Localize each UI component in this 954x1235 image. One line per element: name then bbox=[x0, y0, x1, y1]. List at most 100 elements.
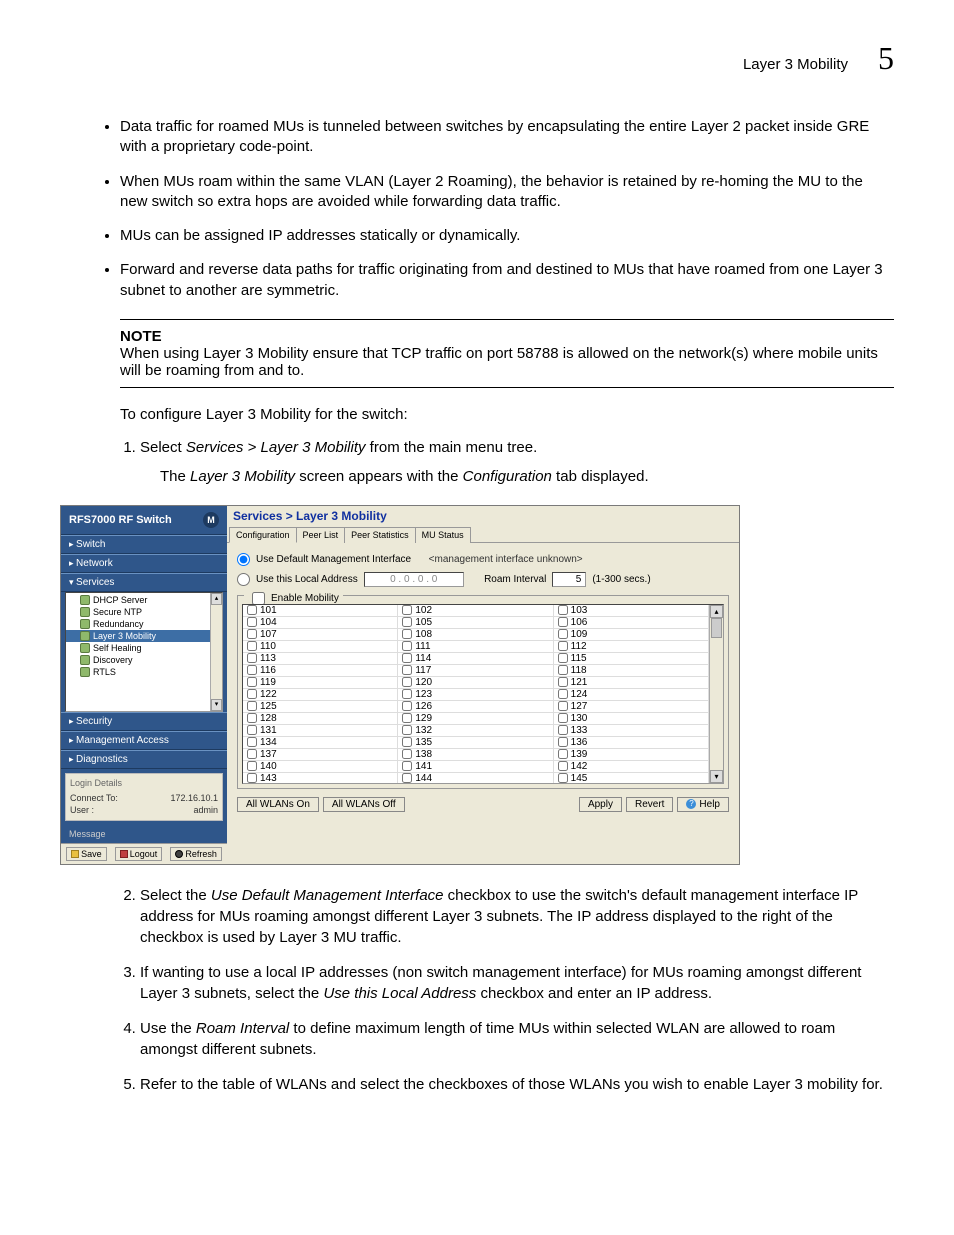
tab-mu-status[interactable]: MU Status bbox=[415, 527, 471, 543]
note-text: When using Layer 3 Mobility ensure that … bbox=[120, 345, 894, 379]
wlan-checkbox-132[interactable] bbox=[402, 725, 412, 735]
tree-item-selfheal[interactable]: Self Healing bbox=[66, 642, 222, 654]
wlan-checkbox-114[interactable] bbox=[402, 653, 412, 663]
nav-services[interactable]: Services bbox=[61, 573, 227, 592]
nav: Switch Network Services DHCP ServerSecur… bbox=[61, 535, 227, 769]
wlan-cell-116: 116 bbox=[243, 665, 398, 677]
wlan-checkbox-129[interactable] bbox=[402, 713, 412, 723]
wlan-checkbox-118[interactable] bbox=[558, 665, 568, 675]
tree-item-redundancy[interactable]: Redundancy bbox=[66, 618, 222, 630]
wlan-checkbox-124[interactable] bbox=[558, 689, 568, 699]
wlan-checkbox-105[interactable] bbox=[402, 617, 412, 627]
wlan-checkbox-140[interactable] bbox=[247, 761, 257, 771]
message-area: Message bbox=[61, 825, 227, 843]
wlan-checkbox-137[interactable] bbox=[247, 749, 257, 759]
wlan-scrollbar[interactable]: ▴▾ bbox=[709, 605, 723, 783]
nav-mgmt[interactable]: Management Access bbox=[61, 731, 227, 750]
all-wlans-on-button[interactable]: All WLANs On bbox=[237, 797, 319, 812]
tree-item-dhcp[interactable]: DHCP Server bbox=[66, 594, 222, 606]
bullet-item: Forward and reverse data paths for traff… bbox=[120, 260, 894, 301]
wlan-checkbox-145[interactable] bbox=[558, 773, 568, 783]
wlan-checkbox-133[interactable] bbox=[558, 725, 568, 735]
apply-button[interactable]: Apply bbox=[579, 797, 622, 812]
wlan-checkbox-110[interactable] bbox=[247, 641, 257, 651]
wlan-checkbox-120[interactable] bbox=[402, 677, 412, 687]
steps-list: Select Services > Layer 3 Mobility from … bbox=[120, 437, 894, 487]
sidebar: RFS7000 RF Switch M Switch Network Servi… bbox=[61, 506, 227, 864]
wlan-checkbox-101[interactable] bbox=[247, 605, 257, 615]
wlan-checkbox-115[interactable] bbox=[558, 653, 568, 663]
wlan-checkbox-104[interactable] bbox=[247, 617, 257, 627]
use-default-radio[interactable] bbox=[237, 553, 250, 566]
sidebar-footer: Save Logout Refresh bbox=[61, 843, 227, 864]
refresh-button[interactable]: Refresh bbox=[170, 847, 222, 861]
wlan-checkbox-107[interactable] bbox=[247, 629, 257, 639]
wlan-checkbox-108[interactable] bbox=[402, 629, 412, 639]
wlan-checkbox-135[interactable] bbox=[402, 737, 412, 747]
use-local-radio[interactable] bbox=[237, 573, 250, 586]
wlan-checkbox-136[interactable] bbox=[558, 737, 568, 747]
logout-button[interactable]: Logout bbox=[115, 847, 163, 861]
tree-item-l3m[interactable]: Layer 3 Mobility bbox=[66, 630, 222, 642]
wlan-checkbox-111[interactable] bbox=[402, 641, 412, 651]
wlan-checkbox-139[interactable] bbox=[558, 749, 568, 759]
wlan-checkbox-119[interactable] bbox=[247, 677, 257, 687]
step-1: Select Services > Layer 3 Mobility from … bbox=[140, 437, 894, 487]
logout-icon bbox=[120, 850, 128, 858]
wlan-checkbox-141[interactable] bbox=[402, 761, 412, 771]
wlan-cell-139: 139 bbox=[554, 749, 709, 761]
wlan-checkbox-131[interactable] bbox=[247, 725, 257, 735]
tab-content: Use Default Management Interface <manage… bbox=[227, 543, 739, 864]
redundancy-icon bbox=[80, 619, 90, 629]
note-block: NOTE When using Layer 3 Mobility ensure … bbox=[120, 319, 894, 388]
tree-item-ntp[interactable]: Secure NTP bbox=[66, 606, 222, 618]
wlan-cell-109: 109 bbox=[554, 629, 709, 641]
help-button[interactable]: ?Help bbox=[677, 797, 729, 812]
wlan-checkbox-123[interactable] bbox=[402, 689, 412, 699]
wlan-checkbox-122[interactable] bbox=[247, 689, 257, 699]
local-ip-input[interactable]: 0 . 0 . 0 . 0 bbox=[364, 572, 464, 587]
wlan-checkbox-116[interactable] bbox=[247, 665, 257, 675]
wlan-checkbox-112[interactable] bbox=[558, 641, 568, 651]
all-wlans-off-button[interactable]: All WLANs Off bbox=[323, 797, 405, 812]
wlan-checkbox-126[interactable] bbox=[402, 701, 412, 711]
nav-switch[interactable]: Switch bbox=[61, 535, 227, 554]
wlan-checkbox-117[interactable] bbox=[402, 665, 412, 675]
config-intro: To configure Layer 3 Mobility for the sw… bbox=[120, 406, 894, 423]
tree-scrollbar[interactable]: ▴▾ bbox=[210, 593, 222, 711]
tree-item-discovery[interactable]: Discovery bbox=[66, 654, 222, 666]
tab-peer-list[interactable]: Peer List bbox=[296, 527, 346, 543]
wlan-cell-131: 131 bbox=[243, 725, 398, 737]
wlan-checkbox-102[interactable] bbox=[402, 605, 412, 615]
wlan-cell-135: 135 bbox=[398, 737, 553, 749]
roam-interval-input[interactable]: 5 bbox=[552, 572, 586, 587]
enable-mobility-fieldset: Enable Mobility 101102103104105106107108… bbox=[237, 595, 729, 789]
wlan-cell-130: 130 bbox=[554, 713, 709, 725]
wlan-checkbox-125[interactable] bbox=[247, 701, 257, 711]
wlan-checkbox-138[interactable] bbox=[402, 749, 412, 759]
nav-network[interactable]: Network bbox=[61, 554, 227, 573]
wlan-checkbox-134[interactable] bbox=[247, 737, 257, 747]
nav-diagnostics[interactable]: Diagnostics bbox=[61, 750, 227, 769]
wlan-checkbox-144[interactable] bbox=[402, 773, 412, 783]
page-header: Layer 3 Mobility 5 bbox=[60, 40, 894, 77]
tree-item-rtls[interactable]: RTLS bbox=[66, 666, 222, 678]
bullet-list: Data traffic for roamed MUs is tunneled … bbox=[120, 117, 894, 301]
wlan-checkbox-142[interactable] bbox=[558, 761, 568, 771]
nav-security[interactable]: Security bbox=[61, 712, 227, 731]
tab-peer-statistics[interactable]: Peer Statistics bbox=[344, 527, 416, 543]
revert-button[interactable]: Revert bbox=[626, 797, 673, 812]
wlan-checkbox-121[interactable] bbox=[558, 677, 568, 687]
roam-interval-label: Roam Interval bbox=[484, 574, 546, 585]
wlan-checkbox-127[interactable] bbox=[558, 701, 568, 711]
wlan-checkbox-109[interactable] bbox=[558, 629, 568, 639]
wlan-checkbox-143[interactable] bbox=[247, 773, 257, 783]
tab-configuration[interactable]: Configuration bbox=[229, 527, 297, 543]
wlan-checkbox-130[interactable] bbox=[558, 713, 568, 723]
wlan-checkbox-128[interactable] bbox=[247, 713, 257, 723]
wlan-cell-128: 128 bbox=[243, 713, 398, 725]
wlan-checkbox-103[interactable] bbox=[558, 605, 568, 615]
wlan-checkbox-113[interactable] bbox=[247, 653, 257, 663]
wlan-checkbox-106[interactable] bbox=[558, 617, 568, 627]
save-button[interactable]: Save bbox=[66, 847, 107, 861]
